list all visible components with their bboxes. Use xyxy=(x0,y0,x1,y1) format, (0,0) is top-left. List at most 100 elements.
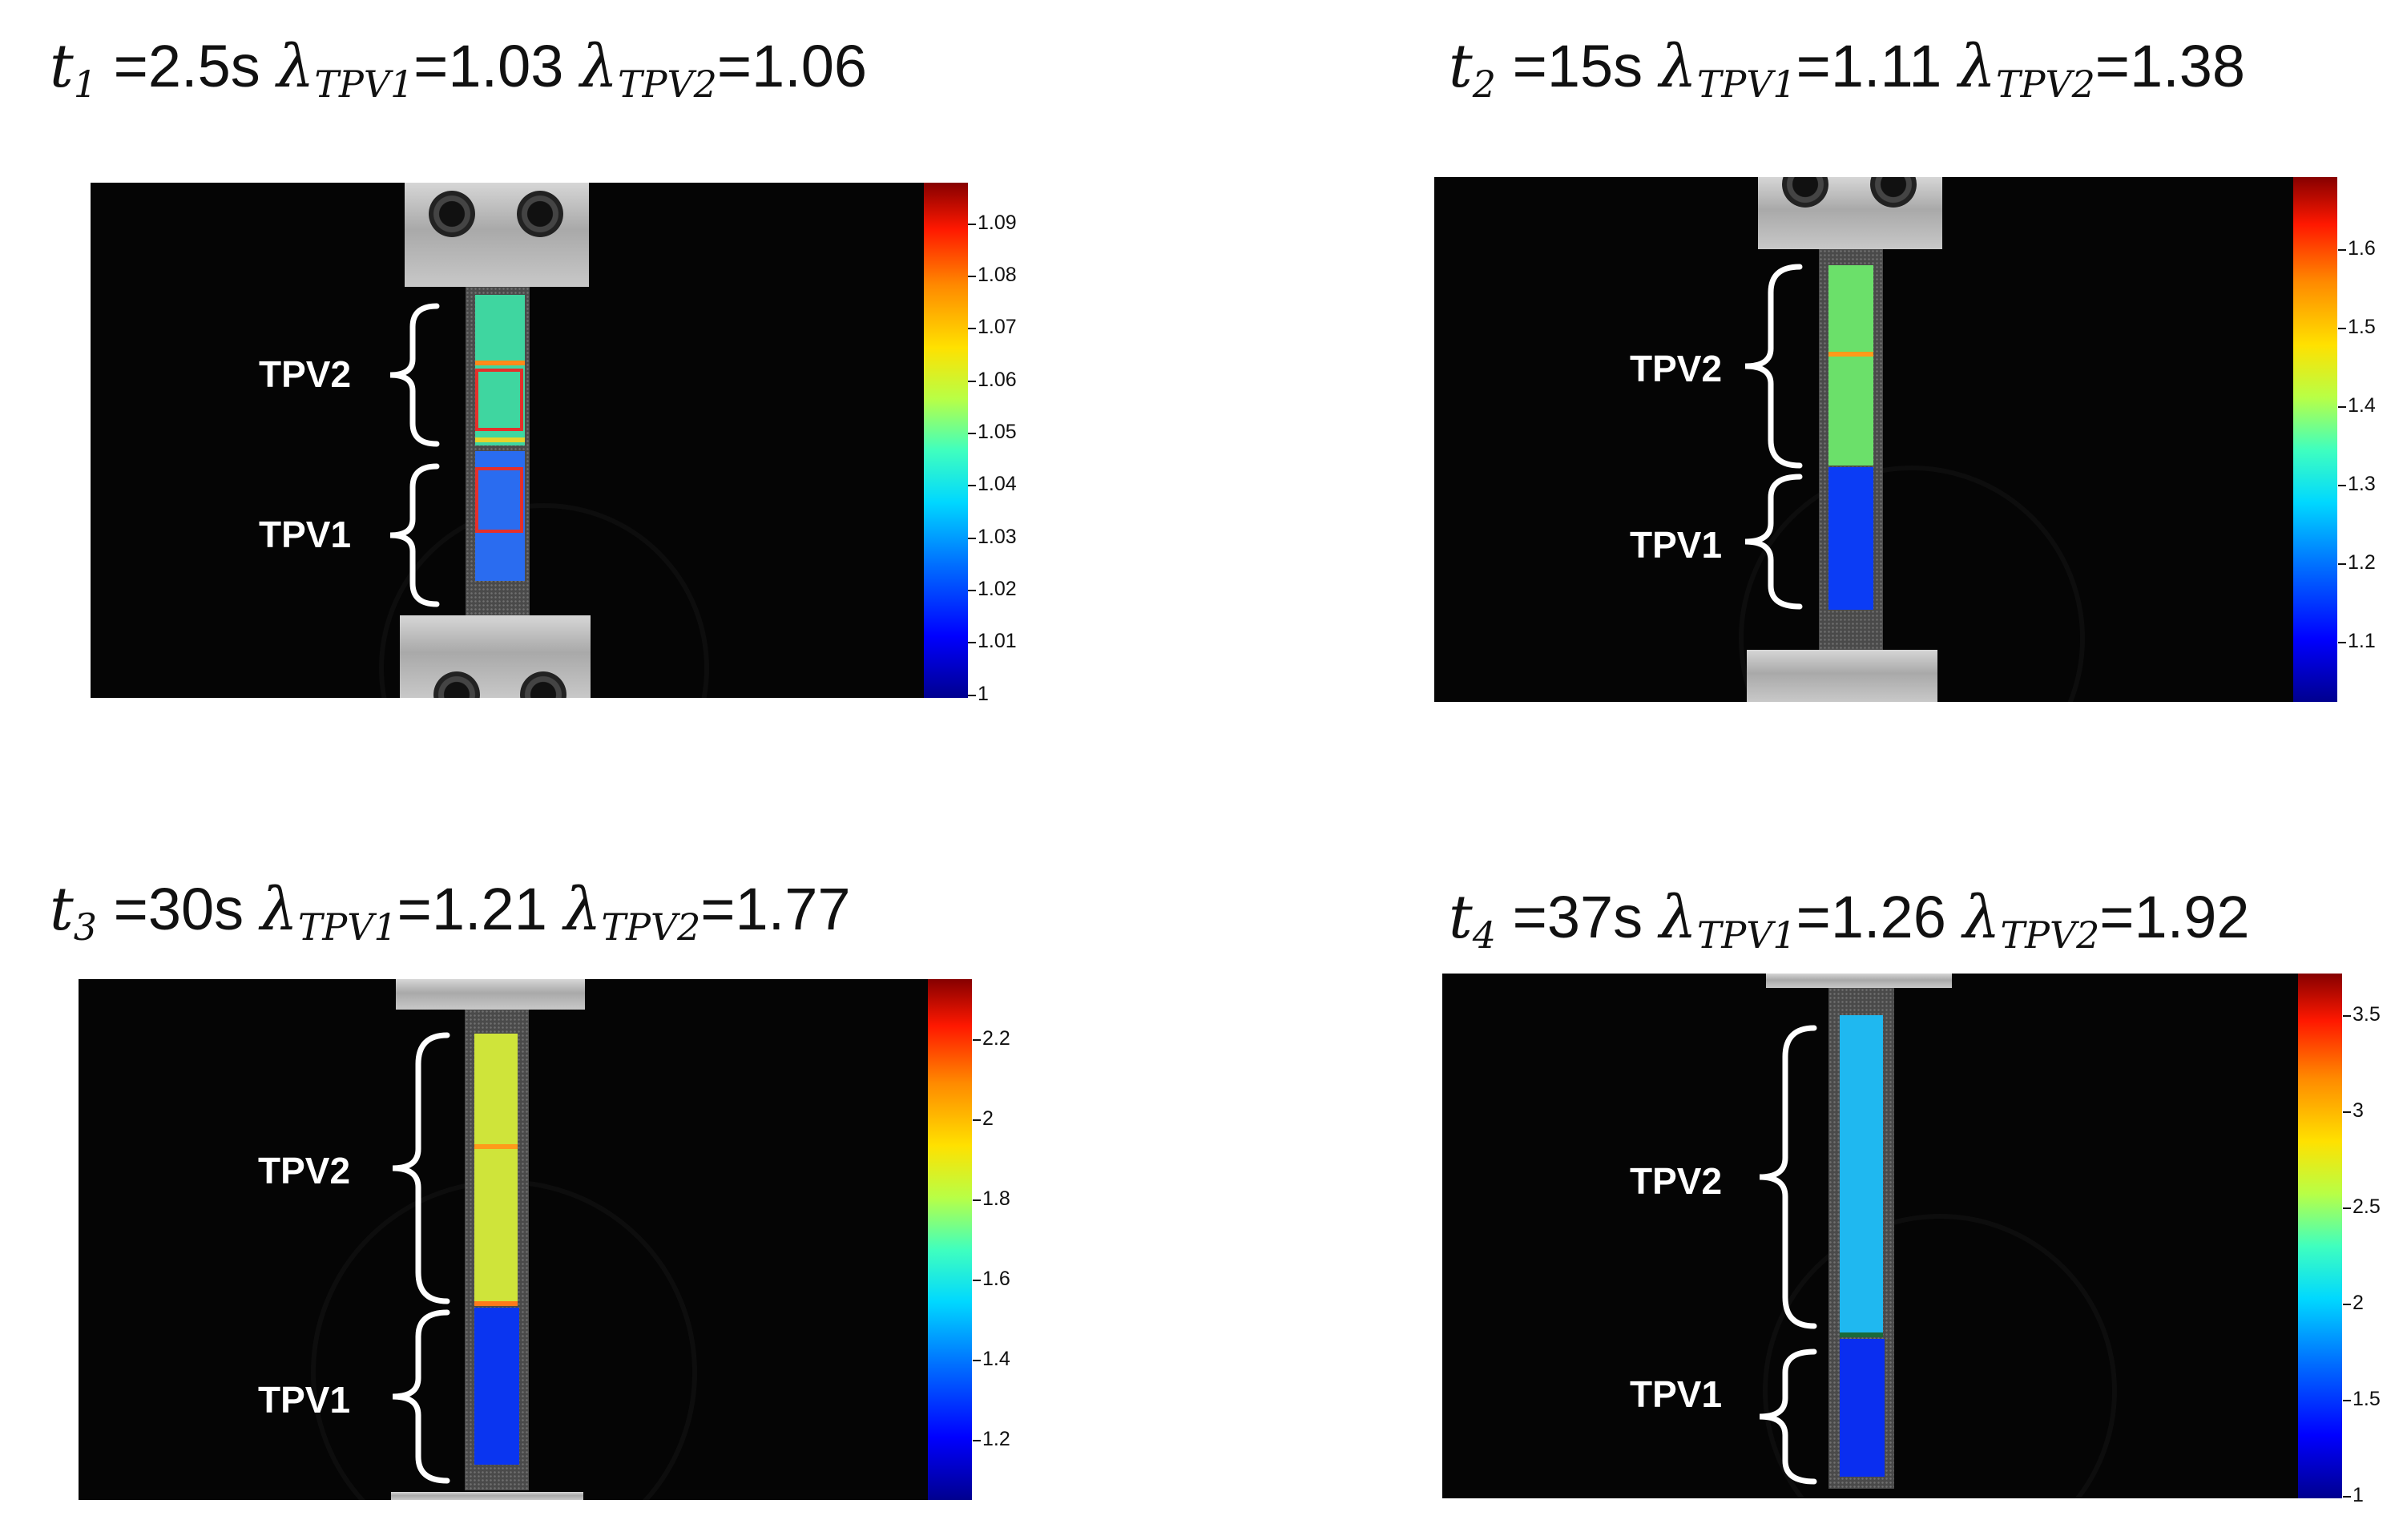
lambda-symbol: λ xyxy=(580,32,619,101)
tpv2-brace-icon xyxy=(1744,264,1803,469)
tpv1-label: TPV1 xyxy=(258,1379,351,1421)
colorbar-tick-label: 1.6 xyxy=(2338,237,2376,260)
colorbar-tick-label: 1.02 xyxy=(968,578,1017,600)
time-value: =2.5s xyxy=(113,33,260,99)
time-symbol: t xyxy=(1449,883,1473,952)
lambda-tpv2-value: =1.92 xyxy=(2099,884,2250,950)
colorbar-tick-label: 1.2 xyxy=(2338,551,2376,574)
tpv1-strain-field xyxy=(1828,467,1873,610)
lower-grip xyxy=(391,1492,583,1500)
lambda-symbol: λ xyxy=(1659,32,1697,101)
bolt-icon xyxy=(429,191,475,237)
bolt-icon xyxy=(517,191,563,237)
lower-grip xyxy=(1747,650,1937,702)
panel-2-dic-image: TPV2 TPV1 xyxy=(1434,177,2293,702)
colorbar-tick-label: 1.2 xyxy=(973,1428,1010,1450)
colorbar-tick-label: 2.2 xyxy=(973,1027,1010,1050)
colorbar-tick-label: 2 xyxy=(2343,1292,2364,1314)
panel-4-title: t4 =37s λTPV1=1.26 λTPV2=1.92 xyxy=(1449,888,2250,954)
tpv1-brace-icon xyxy=(389,463,440,607)
lambda-symbol: λ xyxy=(1962,883,2001,952)
interface-line xyxy=(1840,1332,1883,1337)
tpv2-label: TPV2 xyxy=(259,353,352,395)
tpv1-brace-icon xyxy=(1759,1349,1817,1485)
time-symbol: t xyxy=(1449,32,1473,101)
panel-3-dic-image: TPV2 TPV1 xyxy=(79,979,928,1500)
colorbar-tick-label: 1.07 xyxy=(968,316,1017,338)
tpv2-strain-field xyxy=(1828,265,1873,466)
colorbar-tick-label: 1.3 xyxy=(2338,473,2376,495)
interface-line xyxy=(475,437,525,442)
upper-grip xyxy=(1766,974,1952,988)
tpv2-strain-field xyxy=(1840,1015,1883,1336)
panel-1-colorbar xyxy=(924,183,968,698)
lambda-tpv1-subscript: TPV1 xyxy=(1696,62,1796,106)
colorbar-tick-label: 1.6 xyxy=(973,1268,1010,1290)
lambda-symbol: λ xyxy=(276,32,315,101)
tpv2-brace-icon xyxy=(389,303,440,447)
lambda-tpv2-value: =1.06 xyxy=(716,33,868,99)
lambda-tpv1-value: =1.03 xyxy=(413,33,564,99)
lambda-tpv2-subscript: TPV2 xyxy=(1995,62,2095,106)
time-value: =37s xyxy=(1512,884,1643,950)
colorbar-tick-label: 1.1 xyxy=(2338,630,2376,652)
interface-line xyxy=(1828,352,1873,357)
lambda-tpv2-value: =1.77 xyxy=(700,876,851,942)
lambda-tpv1-subscript: TPV1 xyxy=(1696,913,1796,957)
time-index: 2 xyxy=(1472,62,1496,106)
tpv1-label: TPV1 xyxy=(1630,1373,1723,1415)
tpv2-strain-field xyxy=(474,1034,518,1306)
upper-grip xyxy=(405,183,589,287)
tpv2-label: TPV2 xyxy=(1630,1160,1723,1202)
panel-2-colorbar xyxy=(2293,177,2337,702)
upper-grip xyxy=(1758,177,1942,249)
tpv1-brace-icon xyxy=(1744,474,1803,610)
tpv1-strain-field xyxy=(1840,1339,1885,1477)
panel-1-title: t1 =2.5s λTPV1=1.03 λTPV2=1.06 xyxy=(50,37,867,103)
tpv1-strain-field xyxy=(474,1308,519,1465)
tpv1-strain-field xyxy=(475,451,525,581)
time-symbol: t xyxy=(50,32,74,101)
bolt-icon xyxy=(1870,177,1917,208)
tpv1-label: TPV1 xyxy=(259,514,352,555)
panel-1-dic-image: TPV2 TPV1 xyxy=(91,183,924,698)
tpv1-label: TPV1 xyxy=(1630,524,1723,566)
time-index: 3 xyxy=(73,905,97,949)
colorbar-tick-label: 1.5 xyxy=(2343,1388,2381,1410)
colorbar-tick-label: 1.05 xyxy=(968,421,1017,443)
colorbar-tick-label: 3.5 xyxy=(2343,1003,2381,1026)
colorbar-tick-label: 1.09 xyxy=(968,212,1017,234)
colorbar-tick-label: 2 xyxy=(973,1107,994,1130)
lambda-symbol: λ xyxy=(260,875,298,944)
lambda-tpv1-value: =1.11 xyxy=(1796,33,1942,99)
interface-line xyxy=(475,361,525,365)
panel-2-title: t2 =15s λTPV1=1.11 λTPV2=1.38 xyxy=(1449,37,2245,103)
lambda-symbol: λ xyxy=(563,875,602,944)
bolt-icon xyxy=(520,671,566,698)
lambda-tpv1-subscript: TPV1 xyxy=(297,905,397,949)
time-value: =30s xyxy=(113,876,244,942)
panel-3-title: t3 =30s λTPV1=1.21 λTPV2=1.77 xyxy=(50,880,851,946)
time-index: 4 xyxy=(1472,913,1496,957)
colorbar-tick-label: 1.4 xyxy=(2338,394,2376,417)
tpv1-brace-icon xyxy=(392,1309,450,1484)
bolt-icon xyxy=(1782,177,1828,208)
panel-4-colorbar xyxy=(2298,974,2342,1498)
colorbar-tick-label: 1.06 xyxy=(968,369,1017,391)
time-index: 1 xyxy=(73,62,97,106)
colorbar-tick-label: 1.03 xyxy=(968,526,1017,548)
upper-grip xyxy=(396,979,585,1010)
colorbar-tick-label: 1.08 xyxy=(968,264,1017,286)
tpv2-brace-icon xyxy=(1759,1025,1817,1329)
tpv1-roi-box xyxy=(475,467,523,533)
interface-line xyxy=(474,1144,518,1149)
colorbar-tick-label: 1.04 xyxy=(968,473,1017,495)
colorbar-tick-label: 1 xyxy=(2343,1484,2364,1506)
bolt-icon xyxy=(433,671,480,698)
lower-grip xyxy=(400,615,591,698)
colorbar-tick-label: 1.8 xyxy=(973,1187,1010,1210)
lambda-tpv1-subscript: TPV1 xyxy=(314,62,414,106)
colorbar-tick-label: 3 xyxy=(2343,1099,2364,1122)
colorbar-tick-label: 1.5 xyxy=(2338,316,2376,338)
colorbar-tick-label: 1.01 xyxy=(968,630,1017,652)
